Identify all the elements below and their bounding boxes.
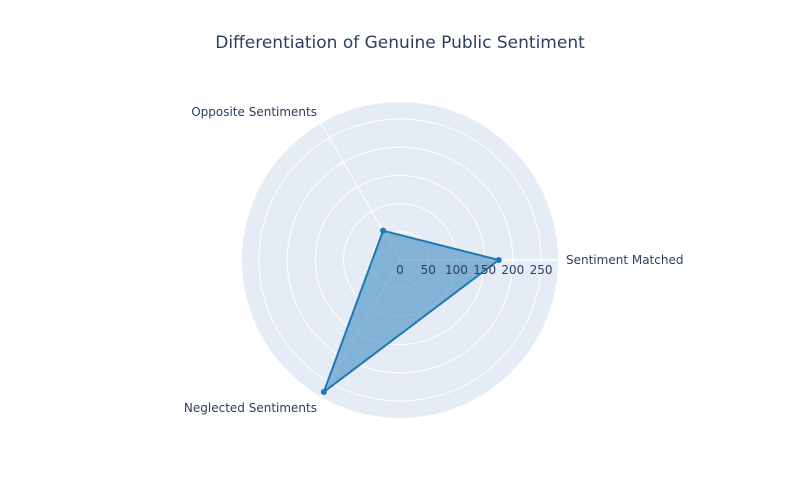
- data-point-1: [380, 227, 387, 234]
- radial-tick-label-200: 200: [501, 263, 524, 277]
- radial-tick-label-0: 0: [396, 263, 404, 277]
- radial-tick-label-50: 50: [421, 263, 436, 277]
- data-point-0: [495, 257, 502, 263]
- series-layer: [320, 227, 502, 395]
- radial-tick-label-100: 100: [445, 263, 468, 277]
- chart-title: Differentiation of Genuine Public Sentim…: [215, 33, 585, 53]
- radial-tick-label-150: 150: [473, 263, 496, 277]
- label-layer: 0 50 100 150 200 250 Sentiment Matched Opposite…: [184, 105, 684, 415]
- radial-tick-label-250: 250: [530, 263, 553, 277]
- category-label-0: Sentiment Matched: [566, 253, 683, 267]
- category-label-2: Neglected Sentiments: [184, 401, 317, 415]
- data-point-2: [320, 388, 327, 395]
- series-0-area: [322, 229, 500, 393]
- category-label-1: Opposite Sentiments: [191, 105, 317, 119]
